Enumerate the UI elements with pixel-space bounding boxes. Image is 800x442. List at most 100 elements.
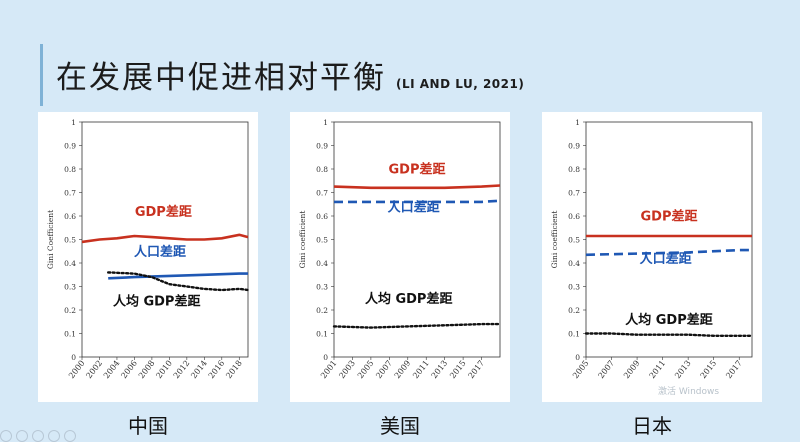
slide-citation: (LI AND LU, 2021) [396, 77, 525, 91]
x-tick-label: 2014 [189, 359, 209, 381]
x-tick-label: 2017 [724, 359, 744, 381]
x-tick-label: 2011 [411, 359, 431, 381]
y-tick-label: 0.3 [568, 283, 580, 292]
plot-frame [333, 121, 501, 358]
y-tick-label: 1 [71, 118, 76, 127]
series-label-0: GDP差距 [641, 209, 698, 225]
series-label-1: 人口差距 [134, 244, 186, 260]
x-tick-label: 2007 [374, 359, 394, 381]
y-tick-label: 1 [323, 118, 328, 127]
y-tick-label: 0.9 [64, 142, 76, 151]
x-tick-label: 2008 [137, 359, 157, 381]
y-tick-label: 0.6 [64, 212, 76, 221]
series-line-2 [106, 271, 250, 292]
title-accent-bar [40, 44, 43, 106]
y-tick-label: 0.1 [64, 330, 76, 339]
x-tick-label: 2018 [224, 359, 244, 381]
y-tick-label: 0.7 [64, 189, 76, 198]
x-tick-label: 2002 [84, 359, 104, 381]
y-tick-label: 0.2 [568, 306, 580, 315]
slide-title-text: 在发展中促进相对平衡 [56, 60, 386, 96]
y-tick-label: 0.8 [568, 165, 580, 174]
y-tick-label: 0 [323, 353, 328, 362]
slide-title: 在发展中促进相对平衡 (LI AND LU, 2021) [56, 52, 524, 97]
series-line-1 [585, 248, 752, 257]
x-tick-label: 2013 [673, 359, 693, 381]
y-tick-label: 0 [575, 353, 580, 362]
x-tick-label: 2010 [154, 359, 174, 381]
series-label-1: 人口差距 [388, 199, 440, 215]
x-tick-label: 2000 [67, 359, 87, 381]
y-tick-label: 0.5 [64, 236, 76, 245]
y-axis-label: Gini coefficient [550, 211, 559, 269]
more-icon[interactable] [64, 430, 76, 442]
series-line-0 [333, 184, 501, 190]
series-label-1: 人口差距 [640, 251, 692, 267]
y-axis-label: Gini coefficient [298, 211, 307, 269]
y-tick-label: 0.6 [316, 212, 328, 221]
x-tick-label: 2005 [356, 359, 376, 381]
x-tick-label: 2006 [119, 359, 139, 381]
x-tick-label: 2016 [207, 359, 227, 381]
x-tick-label: 2004 [102, 359, 122, 381]
pen-icon[interactable] [32, 430, 44, 442]
x-tick-label: 2007 [596, 359, 616, 381]
y-tick-label: 0.3 [64, 283, 76, 292]
y-tick-label: 0.2 [316, 306, 328, 315]
chart-panel-usa: 0 0.1 0.2 0.3 0.4 0.5 0.6 0.7 0.8 0.9 1 2001 2003 200… [290, 112, 510, 402]
y-tick-label: 0.1 [316, 330, 328, 339]
y-tick-label: 1 [575, 118, 580, 127]
x-tick-label: 2009 [393, 359, 413, 381]
x-tick-label: 2003 [337, 359, 357, 381]
x-tick-label: 2001 [319, 359, 339, 381]
series-label-2: 人均 GDP差距 [365, 291, 453, 307]
country-label-usa: 美国 [380, 414, 420, 438]
slide-toolbar [0, 430, 76, 442]
y-axis-label: Gini Coefficient [46, 210, 55, 269]
chart-usa: 00.10.20.30.40.50.60.70.80.9120012003200… [298, 118, 502, 381]
os-watermark: 激活 Windows [658, 387, 720, 397]
series-line-0 [81, 233, 249, 244]
x-tick-label: 2015 [699, 359, 719, 381]
country-label-japan: 日本 [632, 414, 672, 438]
x-tick-label: 2009 [622, 359, 642, 381]
y-tick-label: 0.7 [316, 189, 328, 198]
series-line-2 [332, 322, 502, 329]
y-tick-label: 0.1 [568, 330, 580, 339]
y-tick-label: 0.9 [316, 142, 328, 151]
y-tick-label: 0.8 [64, 165, 76, 174]
series-line-2 [584, 332, 754, 338]
x-tick-label: 2017 [467, 359, 487, 381]
y-tick-label: 0.4 [316, 259, 328, 268]
y-tick-label: 0.4 [568, 259, 580, 268]
zoom-icon[interactable] [48, 430, 60, 442]
y-tick-label: 0.8 [316, 165, 328, 174]
y-tick-label: 0.6 [568, 212, 580, 221]
y-tick-label: 0.9 [568, 142, 580, 151]
chart-panel-japan: 0 0.1 0.2 0.3 0.4 0.5 0.6 0.7 0.8 0.9 1 2005 2007 200… [542, 112, 762, 402]
series-label-2: 人均 GDP差距 [625, 312, 713, 328]
y-tick-label: 0.2 [64, 306, 76, 315]
y-tick-label: 0.4 [64, 259, 76, 268]
x-tick-label: 2013 [430, 359, 450, 381]
y-tick-label: 0.7 [568, 189, 580, 198]
country-label-china: 中国 [128, 414, 168, 438]
x-tick-label: 2012 [172, 359, 192, 381]
series-label-0: GDP差距 [135, 204, 192, 220]
y-tick-label: 0.5 [568, 236, 580, 245]
y-tick-label: 0.5 [316, 236, 328, 245]
series-label-2: 人均 GDP差距 [113, 293, 201, 309]
chart-japan: 0 0.1 0.2 0.3 0.4 0.5 0.6 0.7 0.8 0.9 1 2005 2007 200… [550, 118, 754, 381]
series-line-1 [334, 199, 501, 204]
series-line-1 [108, 272, 248, 280]
prev-slide-icon[interactable] [0, 430, 12, 442]
x-tick-label: 2011 [648, 359, 668, 381]
y-tick-label: 0.3 [316, 283, 328, 292]
series-label-0: GDP差距 [389, 162, 446, 178]
next-slide-icon[interactable] [16, 430, 28, 442]
x-tick-label: 2005 [571, 359, 591, 381]
chart-china: 00.10.20.30.40.50.60.70.80.9120002002200… [46, 118, 250, 381]
chart-panel-china: 0 0.1 0.2 0.3 0.4 0.5 0.6 0.7 0.8 0.9 1 2000 2002 200… [38, 112, 258, 402]
x-tick-label: 2015 [448, 359, 468, 381]
y-tick-label: 0 [71, 353, 76, 362]
